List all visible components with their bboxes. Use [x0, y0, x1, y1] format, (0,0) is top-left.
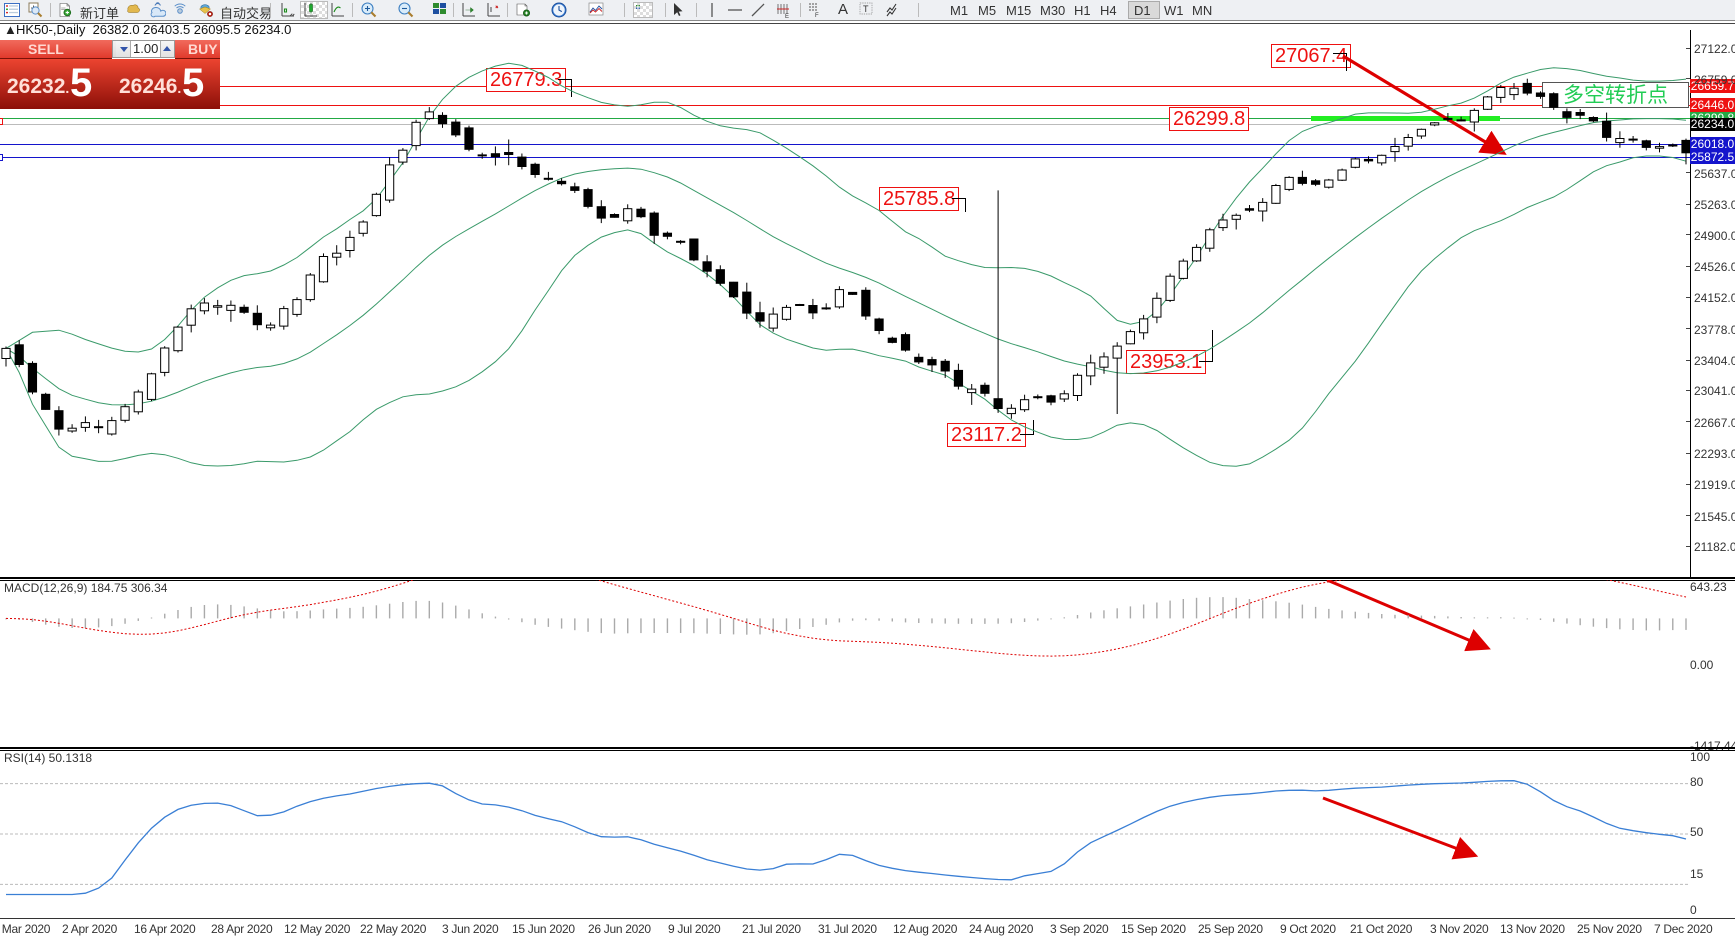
svg-text:T: T: [863, 4, 869, 14]
svg-text:F: F: [815, 13, 819, 18]
svg-text:E: E: [785, 14, 789, 19]
